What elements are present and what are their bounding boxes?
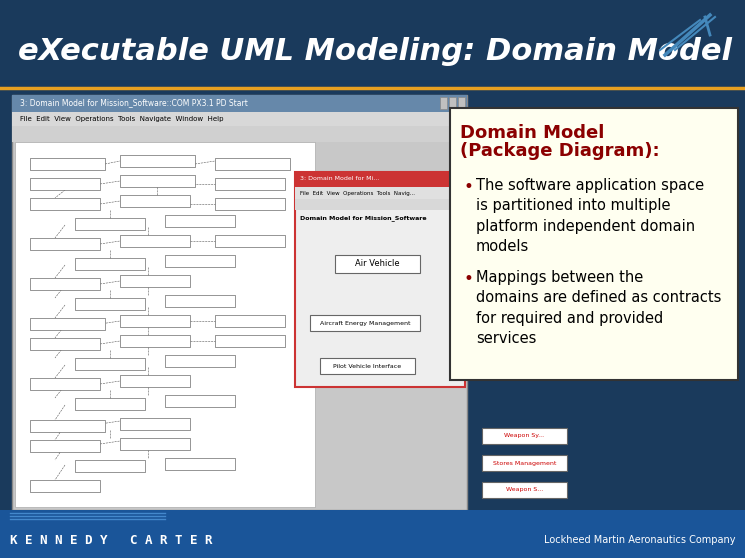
Text: Domain Model for Mission_Software: Domain Model for Mission_Software [300, 215, 427, 221]
FancyBboxPatch shape [295, 172, 465, 387]
FancyBboxPatch shape [320, 358, 415, 374]
Text: Lockheed Martin Aeronautics Company: Lockheed Martin Aeronautics Company [544, 535, 735, 545]
FancyBboxPatch shape [215, 158, 290, 170]
FancyBboxPatch shape [30, 440, 100, 452]
FancyBboxPatch shape [120, 335, 190, 347]
FancyBboxPatch shape [440, 97, 447, 109]
Text: eXecutable UML Modeling: Domain Model: eXecutable UML Modeling: Domain Model [18, 37, 732, 66]
Text: Air Vehicle: Air Vehicle [355, 259, 399, 268]
FancyBboxPatch shape [295, 187, 465, 199]
FancyBboxPatch shape [75, 460, 145, 472]
FancyBboxPatch shape [30, 420, 105, 432]
FancyBboxPatch shape [165, 355, 235, 367]
FancyBboxPatch shape [12, 95, 467, 510]
Text: •: • [464, 270, 474, 288]
FancyBboxPatch shape [0, 0, 745, 90]
FancyBboxPatch shape [449, 97, 456, 109]
FancyBboxPatch shape [482, 455, 567, 471]
Text: Aircraft Energy Management: Aircraft Energy Management [320, 320, 410, 325]
FancyBboxPatch shape [310, 315, 420, 331]
FancyBboxPatch shape [215, 315, 285, 327]
FancyBboxPatch shape [12, 112, 467, 126]
FancyBboxPatch shape [295, 172, 465, 187]
FancyBboxPatch shape [30, 238, 100, 250]
FancyBboxPatch shape [30, 338, 100, 350]
Text: (Package Diagram):: (Package Diagram): [460, 142, 659, 160]
FancyBboxPatch shape [215, 198, 285, 210]
Text: Weapon Sy...: Weapon Sy... [504, 434, 545, 439]
Text: File  Edit  View  Operations  Tools  Navig...: File Edit View Operations Tools Navig... [300, 190, 415, 195]
FancyBboxPatch shape [120, 155, 195, 167]
FancyBboxPatch shape [30, 178, 100, 190]
FancyBboxPatch shape [215, 235, 285, 247]
FancyBboxPatch shape [120, 375, 190, 387]
FancyBboxPatch shape [450, 108, 738, 380]
FancyBboxPatch shape [120, 418, 190, 430]
FancyBboxPatch shape [30, 198, 100, 210]
Text: File  Edit  View  Operations  Tools  Navigate  Window  Help: File Edit View Operations Tools Navigate… [20, 116, 223, 122]
Text: Stores Management: Stores Management [492, 460, 557, 465]
Text: 3: Domain Model for Mission_Software::COM PX3.1 PD Start: 3: Domain Model for Mission_Software::CO… [20, 99, 248, 108]
FancyBboxPatch shape [458, 97, 465, 109]
Text: K E N N E D Y   C A R T E R: K E N N E D Y C A R T E R [10, 533, 212, 546]
Text: Domain Model: Domain Model [460, 124, 604, 142]
FancyBboxPatch shape [30, 378, 100, 390]
FancyBboxPatch shape [12, 95, 467, 112]
Text: Mappings between the
domains are defined as contracts
for required and provided
: Mappings between the domains are defined… [476, 270, 721, 346]
FancyBboxPatch shape [30, 318, 105, 330]
Text: 3: Domain Model for Mi...: 3: Domain Model for Mi... [300, 176, 379, 181]
FancyBboxPatch shape [165, 255, 235, 267]
FancyBboxPatch shape [120, 235, 190, 247]
FancyBboxPatch shape [75, 298, 145, 310]
FancyBboxPatch shape [165, 215, 235, 227]
FancyBboxPatch shape [165, 395, 235, 407]
Text: Weapon S...: Weapon S... [506, 488, 543, 493]
FancyBboxPatch shape [120, 315, 190, 327]
FancyBboxPatch shape [12, 126, 467, 142]
Text: Pilot Vehicle Interface: Pilot Vehicle Interface [333, 363, 401, 368]
FancyBboxPatch shape [120, 275, 190, 287]
FancyBboxPatch shape [30, 278, 100, 290]
FancyBboxPatch shape [15, 142, 315, 507]
FancyBboxPatch shape [0, 510, 745, 558]
FancyBboxPatch shape [75, 258, 145, 270]
Text: •: • [464, 178, 474, 196]
FancyBboxPatch shape [335, 255, 420, 273]
FancyBboxPatch shape [482, 482, 567, 498]
FancyBboxPatch shape [215, 178, 285, 190]
FancyBboxPatch shape [30, 480, 100, 492]
Text: The software application space
is partitioned into multiple
platform independent: The software application space is partit… [476, 178, 704, 254]
FancyBboxPatch shape [30, 158, 105, 170]
FancyBboxPatch shape [75, 218, 145, 230]
FancyBboxPatch shape [215, 335, 285, 347]
FancyBboxPatch shape [295, 199, 465, 210]
FancyBboxPatch shape [482, 428, 567, 444]
FancyBboxPatch shape [120, 175, 195, 187]
FancyBboxPatch shape [165, 458, 235, 470]
FancyBboxPatch shape [165, 295, 235, 307]
FancyBboxPatch shape [120, 195, 190, 207]
FancyBboxPatch shape [120, 438, 190, 450]
FancyBboxPatch shape [75, 358, 145, 370]
FancyBboxPatch shape [75, 398, 145, 410]
